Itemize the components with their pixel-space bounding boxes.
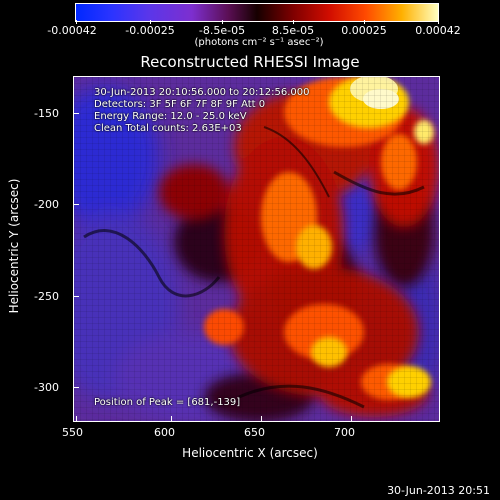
peak-position-label: Position of Peak = [681,-139]	[94, 397, 241, 408]
colorbar-tick-label: 0.00042	[415, 24, 461, 37]
y-axis-major-tick	[73, 113, 79, 114]
x-axis-tick-label: 600	[154, 426, 175, 439]
colorbar-gradient	[76, 4, 438, 21]
plot-title: Reconstructed RHESSI Image	[140, 53, 360, 71]
colorbar-tick-label: -0.00042	[47, 24, 97, 37]
footer-timestamp: 30-Jun-2013 20:51	[387, 484, 490, 497]
x-axis-tick-label: 650	[244, 426, 265, 439]
colorbar-tick	[293, 20, 294, 24]
detectors-label: Detectors: 3F 5F 6F 7F 8F 9F Att 0	[94, 99, 266, 110]
x-axis-tick-label: 700	[334, 426, 355, 439]
y-axis-label: Heliocentric Y (arcsec)	[7, 178, 21, 314]
colorbar-tick	[222, 20, 223, 24]
x-axis-major-tick	[76, 416, 77, 422]
y-axis-major-tick	[73, 387, 79, 388]
colorbar-tick-label: -8.5e-05	[198, 24, 246, 37]
y-axis-tick-label: -150	[34, 107, 59, 120]
energy-range-label: Energy Range: 12.0 - 25.0 keV	[94, 111, 247, 122]
colorbar-units: (photons cm⁻² s⁻¹ asec⁻²)	[194, 37, 324, 48]
heatmap-image	[74, 77, 439, 421]
pixel-grid-texture	[74, 77, 439, 421]
clean-total-counts-label: Clean Total counts: 2.63E+03	[94, 123, 242, 134]
colorbar-tick	[76, 20, 77, 24]
image-frame	[73, 76, 440, 422]
colorbar-tick	[150, 20, 151, 24]
colorbar	[75, 3, 439, 22]
y-axis-major-tick	[73, 204, 79, 205]
colorbar-tick-label: 8.5e-05	[271, 24, 315, 37]
y-axis-tick-label: -300	[34, 381, 59, 394]
y-axis-major-tick	[73, 296, 79, 297]
colorbar-tick-label: -0.00025	[125, 24, 175, 37]
x-axis-tick-label: 550	[62, 426, 83, 439]
time-range-label: 30-Jun-2013 20:10:56.000 to 20:12:56.000	[94, 87, 310, 98]
x-axis-label: Heliocentric X (arcsec)	[182, 446, 318, 460]
colorbar-tick	[438, 20, 439, 24]
x-axis-major-tick	[171, 416, 172, 422]
colorbar-tick	[364, 20, 365, 24]
y-axis-tick-label: -250	[34, 290, 59, 303]
y-axis-tick-label: -200	[34, 198, 59, 211]
colorbar-tick-label: 0.00025	[341, 24, 387, 37]
x-axis-major-tick	[351, 416, 352, 422]
x-axis-major-tick	[261, 416, 262, 422]
